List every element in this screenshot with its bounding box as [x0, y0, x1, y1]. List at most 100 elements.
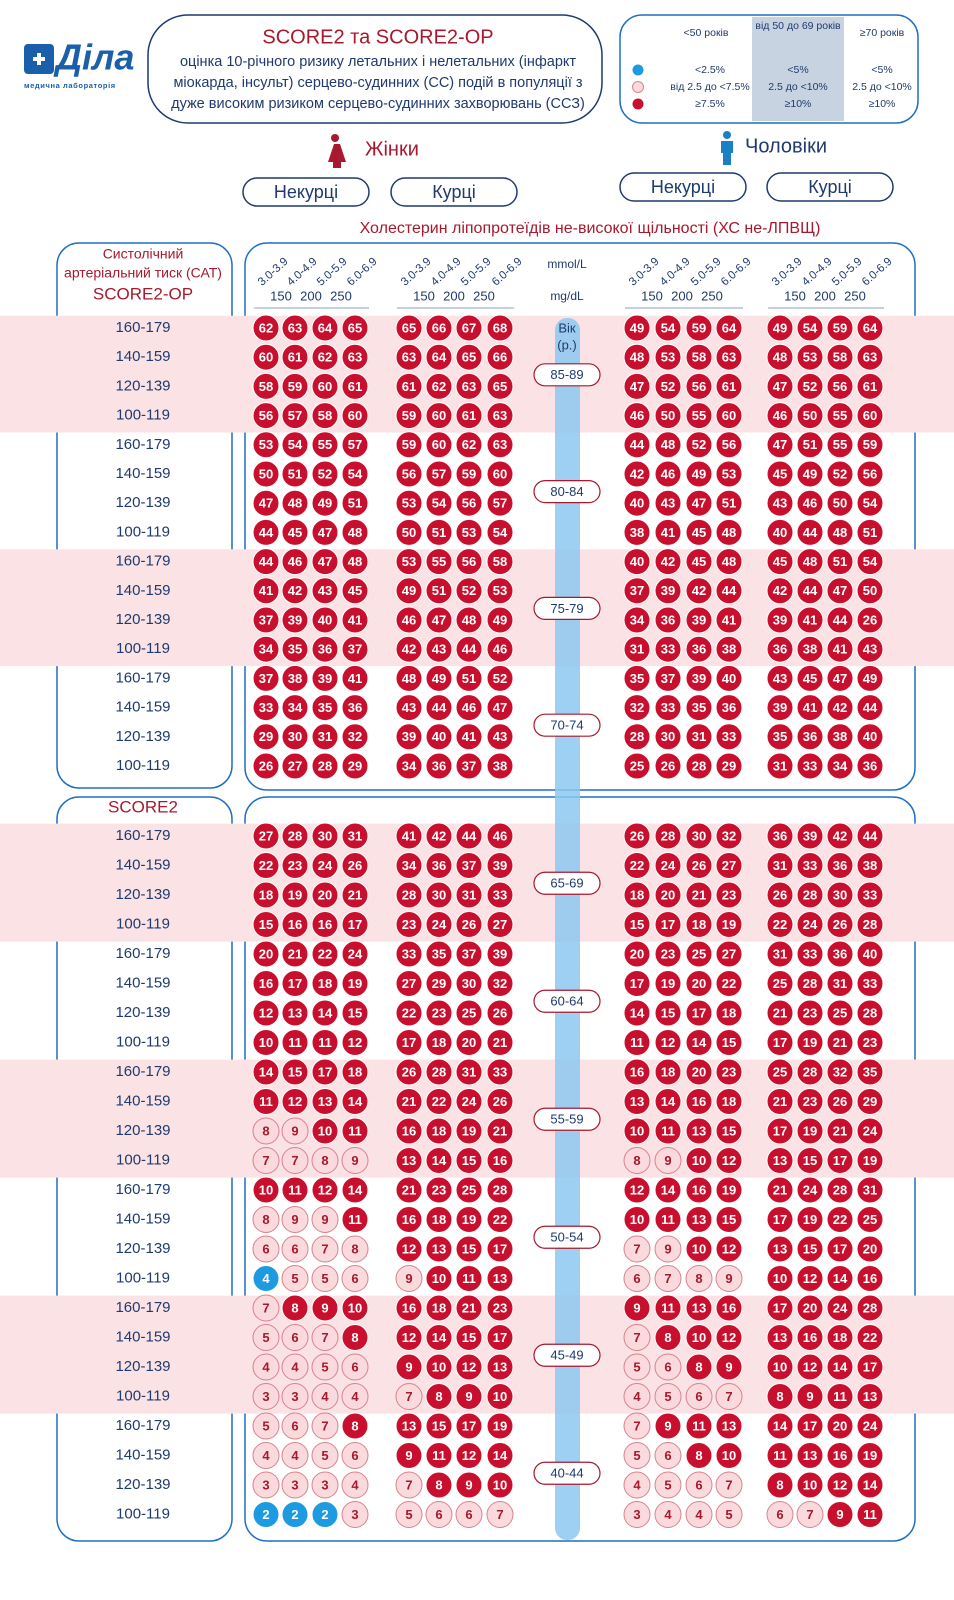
risk-dot	[766, 635, 794, 663]
risk-value: 30	[661, 729, 675, 744]
risk-dot	[715, 635, 743, 663]
risk-dot	[341, 999, 369, 1027]
risk-dot	[715, 1294, 743, 1322]
risk-value: 25	[462, 1182, 476, 1197]
risk-dot	[826, 1294, 854, 1322]
sex-label: Чоловіки	[745, 135, 827, 157]
risk-value: 46	[773, 408, 787, 423]
risk-value: 34	[402, 858, 417, 873]
risk-dot	[715, 1383, 743, 1410]
age-group: 45-49	[550, 1348, 583, 1363]
risk-value: 5	[262, 1330, 269, 1345]
risk-value: 21	[462, 1300, 476, 1315]
risk-dot	[486, 723, 514, 751]
risk-dot	[486, 852, 514, 879]
risk-dot	[341, 1265, 369, 1292]
risk-dot	[311, 911, 339, 938]
risk-value: 60	[432, 437, 446, 452]
risk-value: 51	[863, 525, 877, 540]
risk-value: 7	[725, 1477, 732, 1492]
risk-dot	[766, 1442, 794, 1469]
risk-dot	[486, 1147, 514, 1174]
risk-dot	[252, 518, 280, 546]
risk-value: 11	[833, 1389, 847, 1404]
risk-value: 22	[402, 1005, 416, 1020]
risk-dot	[455, 635, 483, 663]
risk-dot	[715, 1442, 743, 1469]
risk-value: 39	[773, 700, 787, 715]
sbp-label: 100-119	[116, 523, 170, 540]
risk-dot	[685, 1235, 713, 1263]
mmol-range: 6.0-6.9	[345, 256, 380, 289]
sbp-label: 120-139	[115, 1358, 170, 1375]
risk-value: 6	[291, 1241, 298, 1256]
risk-value: 20	[318, 887, 332, 902]
risk-value: 63	[288, 320, 302, 335]
risk-dot	[425, 664, 453, 692]
risk-value: 14	[318, 1005, 333, 1020]
risk-value: 43	[773, 671, 787, 686]
risk-value: 47	[833, 671, 847, 686]
risk-value: 50	[833, 496, 847, 511]
risk-value: 10	[692, 1330, 706, 1345]
risk-dot	[486, 489, 514, 517]
mmol-range: 3.0-3.9	[399, 256, 434, 289]
risk-dot	[715, 822, 743, 850]
legend-label: ≥7.5%	[695, 98, 725, 110]
section-label: SCORE2	[108, 797, 178, 816]
risk-value: 46	[288, 554, 302, 569]
risk-dot	[715, 606, 743, 634]
risk-dot	[623, 1294, 651, 1322]
risk-dot	[826, 1383, 854, 1410]
legend-label: 2.5 до <10%	[768, 81, 828, 93]
risk-value: 56	[402, 466, 416, 481]
risk-dot	[654, 548, 682, 576]
risk-value: 28	[288, 828, 302, 843]
risk-dot	[395, 548, 423, 576]
risk-value: 21	[493, 1035, 507, 1050]
risk-value: 44	[462, 828, 477, 843]
mg-tick: 250	[844, 288, 866, 303]
risk-value: 46	[803, 496, 817, 511]
legend-header: <50 років	[684, 27, 729, 39]
risk-dot	[856, 1235, 884, 1263]
risk-dot	[252, 694, 280, 722]
risk-dot	[455, 402, 483, 430]
risk-value: 54	[348, 466, 363, 481]
risk-dot	[395, 940, 423, 968]
risk-value: 7	[664, 1271, 671, 1286]
risk-dot	[311, 606, 339, 634]
risk-dot	[856, 822, 884, 850]
risk-value: 14	[661, 1094, 676, 1109]
risk-value: 39	[661, 583, 675, 598]
risk-value: 49	[402, 583, 416, 598]
risk-value: 8	[351, 1330, 358, 1345]
risk-dot	[654, 752, 682, 780]
risk-dot	[425, 822, 453, 850]
sbp-title: артеріальний тиск (САТ)	[64, 265, 222, 281]
risk-value: 63	[402, 350, 416, 365]
group-label: Некурці	[274, 182, 338, 202]
risk-dot	[486, 1176, 514, 1204]
risk-value: 43	[432, 642, 446, 657]
risk-value: 48	[402, 671, 416, 686]
risk-value: 20	[833, 1418, 847, 1433]
risk-value: 15	[630, 917, 644, 932]
mg-tick: 150	[270, 288, 292, 303]
risk-value: 18	[630, 887, 644, 902]
age-group: 80-84	[550, 484, 583, 499]
risk-dot	[715, 881, 743, 909]
risk-dot	[796, 1058, 824, 1086]
sbp-label: 160-179	[115, 319, 170, 336]
risk-dot	[856, 723, 884, 751]
legend-label: від 2.5 до <7.5%	[670, 81, 749, 93]
risk-dot	[856, 1383, 884, 1410]
risk-dot	[623, 1147, 651, 1174]
risk-dot	[715, 372, 743, 400]
risk-value: 21	[493, 1123, 507, 1138]
risk-dot	[826, 999, 854, 1027]
risk-dot	[856, 664, 884, 692]
risk-value: 18	[722, 1094, 736, 1109]
risk-value: 39	[288, 612, 302, 627]
risk-value: 8	[776, 1389, 783, 1404]
